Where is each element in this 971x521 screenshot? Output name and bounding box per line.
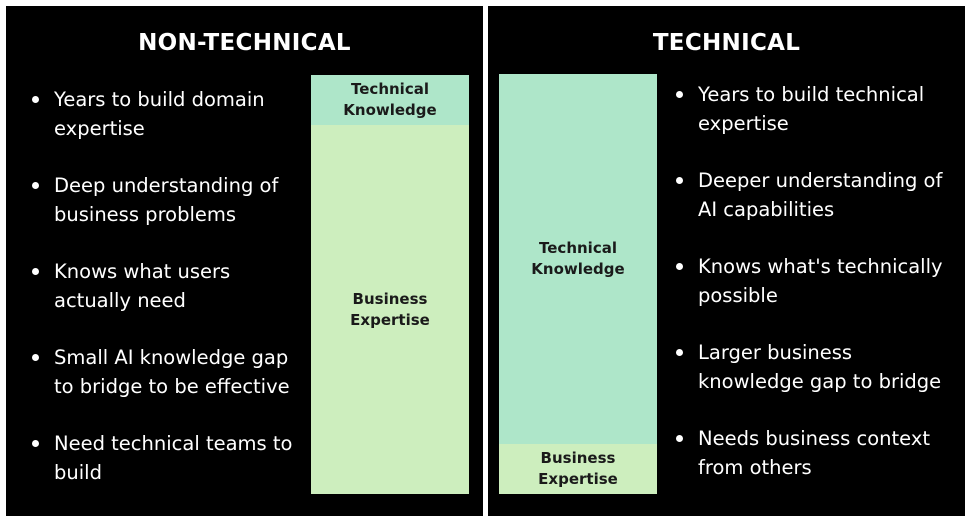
business-expertise-segment: Business Expertise <box>311 125 469 494</box>
list-item: Years to build technical expertise <box>674 80 958 138</box>
non-technical-stacked-bar: Technical Knowledge Business Expertise <box>311 75 469 494</box>
list-item: Knows what users actually need <box>30 257 312 315</box>
list-item: Need technical teams to build <box>30 429 312 487</box>
non-technical-bullet-list: Years to build domain expertise Deep und… <box>30 85 312 515</box>
non-technical-panel: NON-TECHNICAL Years to build domain expe… <box>6 6 483 516</box>
list-item: Larger business knowledge gap to bridge <box>674 338 958 396</box>
list-item: Small AI knowledge gap to bridge to be e… <box>30 343 312 401</box>
technical-title: TECHNICAL <box>652 30 801 56</box>
list-item: Deep understanding of business problems <box>30 171 312 229</box>
business-expertise-label: Business Expertise <box>350 289 430 329</box>
list-item: Years to build domain expertise <box>30 85 312 143</box>
non-technical-title: NON-TECHNICAL <box>138 30 351 56</box>
technical-knowledge-label: Technical Knowledge <box>343 80 437 119</box>
business-expertise-label: Business Expertise <box>538 449 618 488</box>
technical-knowledge-segment: Technical Knowledge <box>311 75 469 125</box>
technical-knowledge-segment: Technical Knowledge <box>499 74 657 444</box>
list-item: Deeper understanding of AI capabilities <box>674 166 958 224</box>
list-item: Knows what's technically possible <box>674 252 958 310</box>
technical-bullet-list: Years to build technical expertise Deepe… <box>674 80 958 510</box>
technical-stacked-bar: Technical Knowledge Business Expertise <box>499 74 657 494</box>
technical-knowledge-label: Technical Knowledge <box>531 239 625 278</box>
business-expertise-segment: Business Expertise <box>499 444 657 494</box>
list-item: Needs business context from others <box>674 424 958 482</box>
technical-panel: TECHNICAL Technical Knowledge Business E… <box>488 6 965 516</box>
